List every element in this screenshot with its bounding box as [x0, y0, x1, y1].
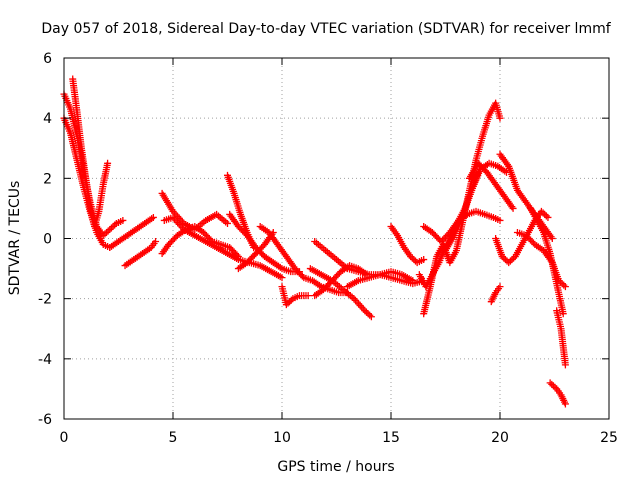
series-arc-20 [420, 99, 504, 318]
data-point [99, 231, 107, 239]
data-point [362, 308, 370, 316]
data-point [278, 274, 286, 282]
data-point [509, 204, 517, 212]
data-point [107, 224, 115, 232]
y-tick-label: -4 [38, 352, 52, 368]
data-point [539, 209, 547, 217]
data-point [224, 219, 231, 227]
x-tick-label: 25 [600, 430, 618, 446]
series-arc-24 [487, 283, 504, 306]
data-point [420, 256, 428, 264]
series-arc-5 [121, 238, 160, 270]
y-tick-label: 6 [43, 51, 52, 67]
data-point [367, 313, 375, 321]
data-point [304, 292, 312, 300]
y-tick-label: 2 [43, 171, 52, 187]
data-point [286, 298, 294, 306]
data-point [542, 212, 550, 220]
data-point [103, 228, 111, 236]
data-point [496, 283, 504, 291]
series-arc-3 [60, 114, 114, 252]
data-point [407, 253, 415, 261]
series-arc-4 [106, 213, 157, 252]
y-tick-label: 4 [43, 111, 52, 127]
data-point [104, 159, 112, 167]
series-arc-28 [527, 204, 567, 318]
data-point [149, 213, 157, 221]
data-point [551, 383, 559, 391]
data-point [498, 253, 506, 261]
x-tick-label: 10 [273, 430, 291, 446]
data-point [106, 225, 114, 233]
data-point [561, 361, 569, 369]
data-point [500, 254, 508, 262]
y-axis-label: SDTVAR / TECUs [7, 181, 23, 296]
y-tick-label: -2 [38, 292, 52, 308]
data-point [298, 272, 306, 280]
series-arc-29 [553, 307, 569, 369]
data-point [359, 305, 367, 313]
data-point [358, 303, 366, 311]
chart-title: Day 057 of 2018, Sidereal Day-to-day VTE… [41, 21, 611, 37]
data-point [560, 281, 568, 289]
series-arc-2 [69, 75, 112, 230]
series-arc-6 [158, 189, 231, 233]
series-arc-22 [442, 159, 511, 255]
series-arc-7 [158, 222, 242, 261]
data-point [111, 221, 119, 229]
data-point [353, 298, 361, 306]
data-point [356, 302, 364, 310]
series-arc-30 [546, 379, 569, 408]
data-point [541, 210, 549, 218]
x-axis-label: GPS time / hours [277, 459, 394, 475]
data-point [548, 380, 556, 388]
data-point [544, 213, 552, 221]
data-points [60, 75, 569, 408]
x-tick-label: 15 [382, 430, 400, 446]
axis-ticks: 0 5 10 15 20 25 -6 -4 -2 0 2 4 6 [38, 51, 618, 446]
series-arc-21 [420, 207, 504, 246]
data-point [409, 277, 417, 285]
data-point [496, 216, 504, 224]
data-point [410, 256, 418, 264]
data-point [152, 238, 160, 246]
series-arc-17 [343, 268, 417, 291]
data-point [361, 307, 369, 315]
series-arc-8 [160, 213, 286, 282]
data-point [364, 310, 372, 318]
data-point [101, 230, 109, 238]
data-point [366, 311, 374, 319]
x-tick-label: 20 [491, 430, 509, 446]
y-tick-label: -6 [38, 412, 52, 428]
data-point [561, 283, 569, 291]
data-point [351, 296, 359, 304]
data-point [355, 300, 363, 308]
data-point [104, 227, 112, 235]
x-tick-label: 5 [169, 430, 178, 446]
data-point [109, 222, 117, 230]
series-arc-23 [465, 159, 517, 212]
data-point [510, 254, 518, 262]
data-point [501, 256, 509, 264]
series-arc-18 [387, 222, 428, 267]
data-point [559, 310, 567, 318]
data-point [508, 256, 516, 264]
data-point [548, 235, 556, 242]
data-point [282, 301, 290, 309]
x-tick-label: 0 [60, 430, 69, 446]
data-point [119, 216, 127, 224]
data-point [287, 296, 295, 304]
series-arc-13 [278, 283, 312, 309]
data-point [561, 400, 569, 408]
data-point [546, 379, 554, 387]
data-point [496, 114, 504, 122]
data-point [408, 254, 416, 262]
data-point [505, 259, 513, 267]
data-point [537, 207, 545, 215]
data-point [549, 382, 557, 390]
y-tick-label: 0 [43, 232, 52, 248]
data-point [284, 299, 292, 307]
data-point [506, 257, 514, 265]
